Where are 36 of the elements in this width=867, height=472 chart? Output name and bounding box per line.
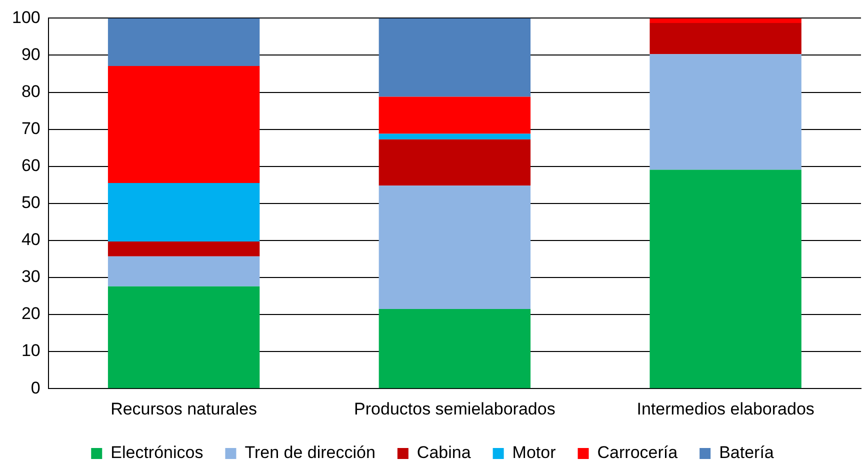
y-tick-label: 30 <box>21 267 40 286</box>
x-tick-label: Productos semielaborados <box>354 399 556 418</box>
y-tick-label: 10 <box>21 341 40 360</box>
bar <box>108 242 260 256</box>
bar <box>650 18 802 24</box>
y-tick-label: 70 <box>21 119 40 138</box>
legend-label: Tren de dirección <box>244 443 376 462</box>
y-tick-label: 100 <box>12 8 40 27</box>
bar <box>108 256 260 286</box>
y-tick-label: 60 <box>21 156 40 176</box>
bar <box>108 18 260 66</box>
y-tick-label: 40 <box>21 230 40 250</box>
y-tick-label: 90 <box>21 44 40 64</box>
bar <box>378 308 531 388</box>
y-tick-label: 50 <box>21 193 40 212</box>
y-tick-label: 0 <box>30 378 40 398</box>
legend-label: Batería <box>719 443 774 462</box>
bar <box>378 186 531 309</box>
legend-label: Electrónicos <box>110 443 204 462</box>
y-tick-label: 20 <box>21 304 40 324</box>
bar <box>650 54 802 170</box>
bar <box>108 183 260 242</box>
x-tick-label: Recursos naturales <box>110 399 258 418</box>
legend-label: Cabina <box>416 443 472 462</box>
y-tick-label: 80 <box>21 82 40 101</box>
bar <box>378 18 531 97</box>
bar <box>650 170 802 388</box>
legend-label: Motor <box>512 443 556 462</box>
bar <box>108 66 260 184</box>
bar <box>378 96 531 134</box>
bar <box>650 23 802 54</box>
bar <box>378 134 531 140</box>
legend-label: Carrocería <box>597 443 678 462</box>
x-tick-label: Intermedios elaborados <box>636 399 814 418</box>
bar <box>108 286 260 388</box>
bar <box>378 139 531 186</box>
